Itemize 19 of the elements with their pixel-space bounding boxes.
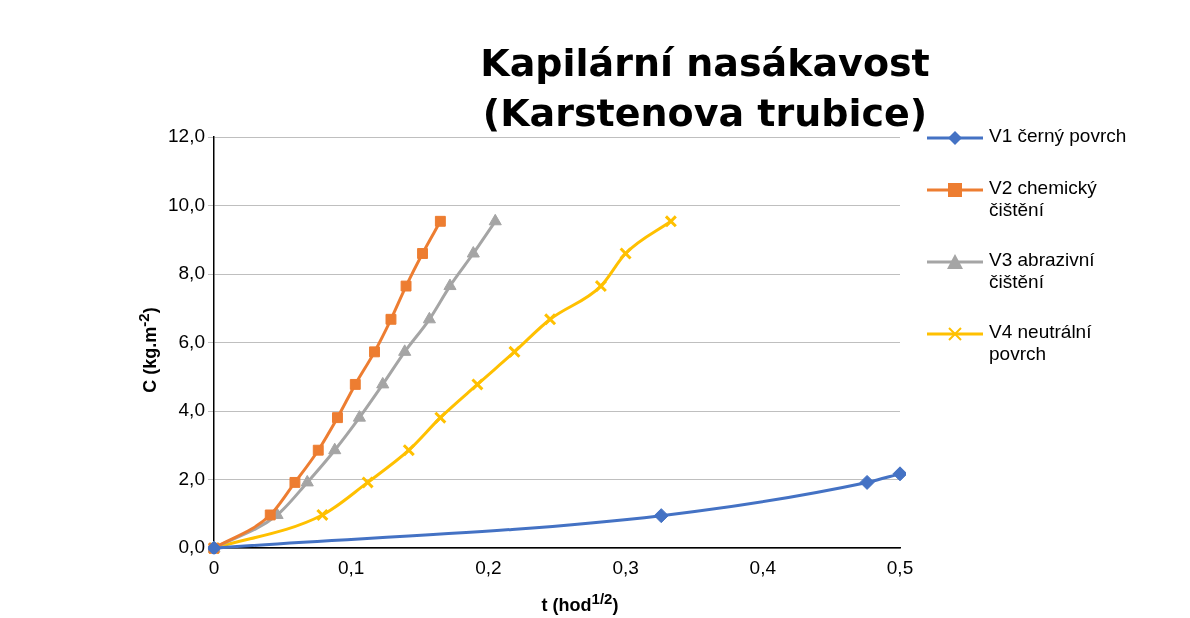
- x-tick-label: 0: [208, 556, 220, 578]
- x-tick-label: 0,4: [749, 556, 777, 578]
- chart-title: Kapilární nasákavost (Karstenova trubice): [480, 40, 930, 137]
- y-tick-label: 6,0: [178, 330, 205, 352]
- legend-label: V1 černý povrch: [989, 125, 1128, 147]
- x-tick-label: 0,5: [886, 556, 914, 578]
- y-tick-label: 8,0: [178, 262, 205, 284]
- x-tick-label: 0,3: [612, 556, 639, 578]
- y-tick-label: 10,0: [168, 193, 205, 215]
- x-tick-label: 0,1: [337, 556, 365, 578]
- x-axis-title: t (hod$^{1/2}$): [540, 590, 620, 616]
- legend-label: V4 neutrální povrch: [989, 321, 1093, 365]
- y-tick-label: 12,0: [168, 125, 205, 147]
- y-tick-label: 4,0: [178, 399, 205, 421]
- legend-label: V2 chemický čištění: [989, 177, 1098, 221]
- y-tick-label: 0,0: [178, 536, 205, 558]
- legend-label: V3 abrazivní čištění: [989, 249, 1096, 293]
- x-tick-label: 0,2: [475, 556, 502, 578]
- y-tick-label: 2,0: [178, 467, 205, 489]
